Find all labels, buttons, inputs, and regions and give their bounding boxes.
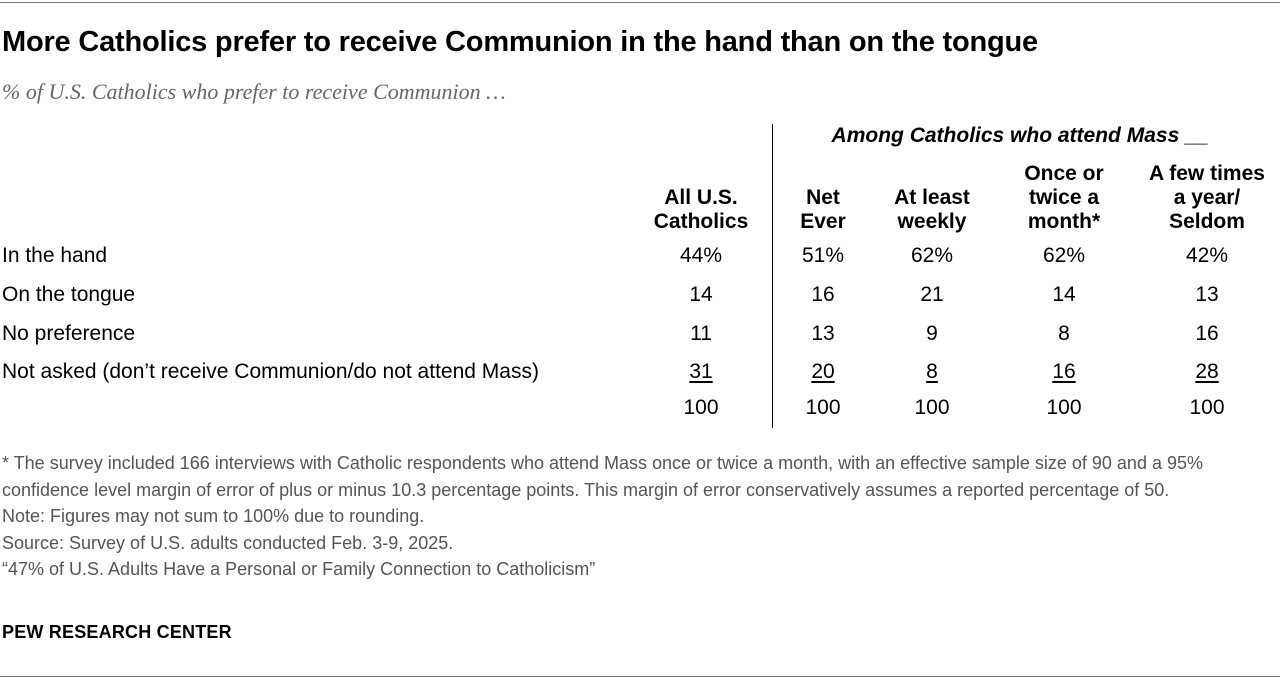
source-note: Source: Survey of U.S. adults conducted … [2, 532, 454, 553]
column-header: Net Ever [800, 186, 846, 234]
table-cell: 62% [887, 244, 977, 268]
cell-value: 31 [689, 360, 713, 383]
column-header-line: At least [894, 186, 970, 209]
column-header-line: Seldom [1169, 210, 1245, 233]
cell-value: 100 [683, 396, 719, 419]
column-header-line: All U.S. [664, 186, 738, 209]
chart-subtitle: % of U.S. Catholics who prefer to receiv… [2, 79, 506, 104]
footnote-asterisk: * The survey included 166 interviews wit… [2, 453, 1203, 500]
table-cell: 13 [778, 322, 868, 346]
bottom-rule [0, 676, 1280, 677]
cell-value: 62% [910, 244, 954, 267]
notes: * The survey included 166 interviews wit… [2, 450, 1278, 583]
table-cell: 100 [778, 396, 868, 420]
table-cell: 11 [656, 322, 746, 346]
group-header: Among Catholics who attend Mass __ [831, 124, 1209, 147]
table-cell: 9 [887, 322, 977, 346]
cell-value: 16 [1195, 322, 1219, 345]
cell-value: 9 [926, 322, 938, 345]
cell-value: 51% [801, 244, 845, 267]
table-cell: 42% [1162, 244, 1252, 268]
row-label: On the tongue [2, 283, 136, 306]
table-cell: 62% [1019, 244, 1109, 268]
chart-title: More Catholics prefer to receive Communi… [2, 26, 1038, 58]
brand-logo-text: PEW RESEARCH CENTER [2, 622, 232, 642]
table-cell: 20 [778, 360, 868, 384]
column-header-line: A few times [1149, 162, 1265, 185]
cell-value: 14 [689, 283, 713, 306]
column-header: At least weekly [894, 186, 970, 234]
column-header-line: Catholics [653, 210, 749, 233]
row-label: Not asked (don’t receive Communion/do no… [2, 360, 539, 383]
column-header-line: Net [806, 186, 840, 209]
cell-value: 100 [914, 396, 950, 419]
column-header: A few times a year/Seldom [1149, 162, 1265, 234]
cell-value: 13 [811, 322, 835, 345]
table-cell: 16 [778, 283, 868, 307]
table-cell: 14 [1019, 283, 1109, 307]
cell-value: 16 [1052, 360, 1076, 383]
column-header-line: Ever [800, 210, 846, 233]
column-header: Once or twice a month* [1024, 162, 1103, 234]
table-cell: 16 [1162, 322, 1252, 346]
table-cell: 100 [656, 396, 746, 420]
cell-value: 8 [1058, 322, 1070, 345]
column-header-line: weekly [897, 210, 967, 233]
cell-value: 100 [1189, 396, 1225, 419]
cell-value: 13 [1195, 283, 1219, 306]
cell-value: 42% [1185, 244, 1229, 267]
cell-value: 21 [920, 283, 944, 306]
table-cell: 100 [887, 396, 977, 420]
cell-value: 100 [805, 396, 841, 419]
table-cell: 8 [887, 360, 977, 384]
column-header-line: a year/ [1173, 186, 1241, 209]
table-cell: 14 [656, 283, 746, 307]
table-cell: 100 [1019, 396, 1109, 420]
cell-value: 62% [1042, 244, 1086, 267]
top-rule [0, 2, 1280, 3]
table-cell: 13 [1162, 283, 1252, 307]
cell-value: 28 [1195, 360, 1219, 383]
row-label: In the hand [2, 244, 108, 267]
table-cell: 51% [778, 244, 868, 268]
column-header-line: Once or [1024, 162, 1104, 185]
table-cell: 8 [1019, 322, 1109, 346]
note-rounding: Note: Figures may not sum to 100% due to… [2, 506, 425, 526]
column-header: All U.S. Catholics [654, 186, 749, 234]
cell-value: 11 [690, 322, 712, 345]
column-header-line: month* [1027, 210, 1101, 233]
table-cell: 31 [656, 360, 746, 384]
table-cell: 21 [887, 283, 977, 307]
table-cell: 100 [1162, 396, 1252, 420]
cell-value: 20 [811, 360, 835, 383]
table-cell: 16 [1019, 360, 1109, 384]
row-label: No preference [2, 322, 136, 345]
report-title: “47% of U.S. Adults Have a Personal or F… [2, 559, 596, 579]
cell-value: 44% [679, 244, 723, 267]
table-cell: 44% [656, 244, 746, 268]
cell-value: 100 [1046, 396, 1082, 419]
column-divider [772, 124, 773, 428]
column-header-line: twice a [1028, 186, 1100, 209]
cell-value: 8 [926, 360, 938, 383]
cell-value: 16 [811, 283, 835, 306]
table-cell: 28 [1162, 360, 1252, 384]
cell-value: 14 [1052, 283, 1076, 306]
